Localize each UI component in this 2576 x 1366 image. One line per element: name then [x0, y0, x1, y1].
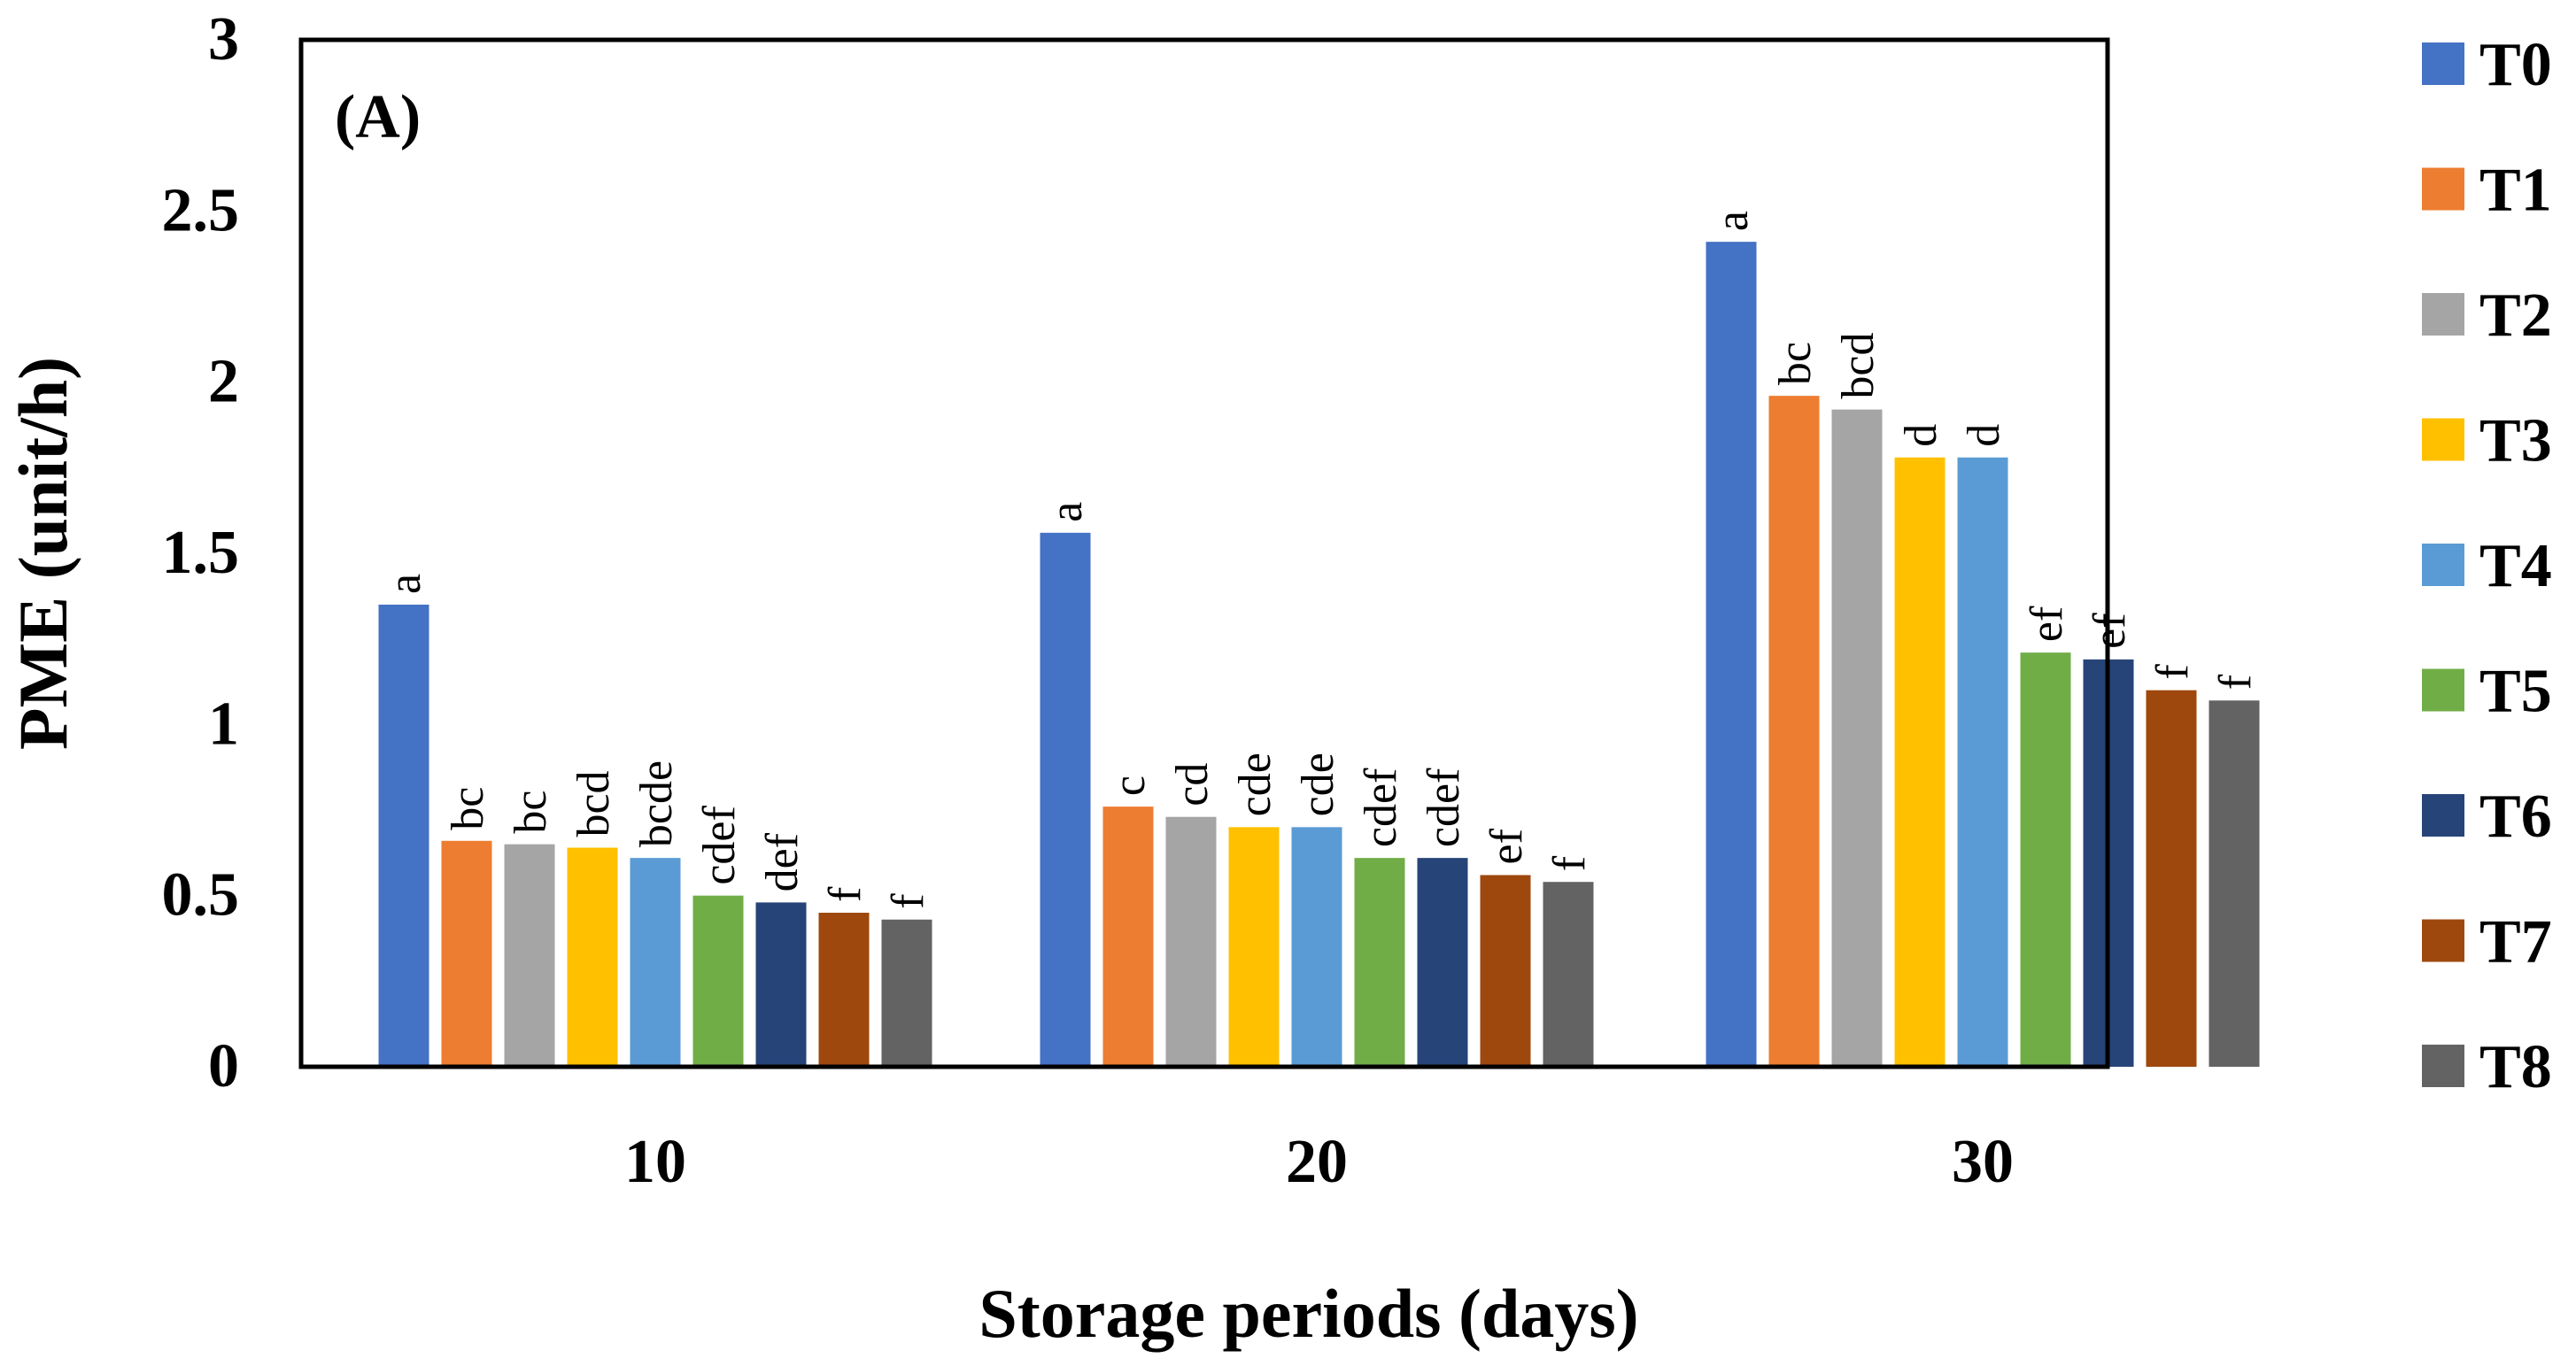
bar-t1-day30 [1768, 396, 1820, 1068]
significance-letter: f [820, 886, 870, 902]
bar-t3-day20 [1228, 827, 1280, 1067]
legend-swatch-t7 [2422, 919, 2464, 962]
significance-letter: f [883, 893, 933, 909]
legend-swatch-t4 [2422, 544, 2464, 586]
bar-t2-day30 [1831, 409, 1883, 1068]
y-tick-label: 1.5 [162, 519, 240, 587]
y-tick-label: 0.5 [162, 861, 240, 930]
bar-t7-day30 [2146, 690, 2197, 1067]
legend-label-t5: T5 [2479, 658, 2552, 726]
y-tick-label: 2.5 [162, 176, 240, 244]
significance-letter: bcde [631, 760, 682, 847]
significance-letter: def [757, 832, 808, 891]
legend: T0 T1 T2 T3 T4 T5 T6 T7 T8 [2422, 31, 2552, 1101]
legend-label-t7: T7 [2479, 908, 2552, 976]
bar-t0-day20 [1040, 532, 1091, 1067]
y-tick-label: 1 [208, 690, 239, 758]
bar-t8-day20 [1543, 882, 1594, 1067]
x-category-label: 30 [1952, 1128, 2014, 1196]
legend-swatch-t0 [2422, 42, 2464, 85]
legend-label-t6: T6 [2479, 783, 2552, 851]
legend-label-t1: T1 [2479, 157, 2552, 225]
legend-swatch-t3 [2422, 418, 2464, 461]
significance-letter: cd [1167, 763, 1218, 806]
bar-t0-day10 [378, 605, 429, 1067]
significance-letter: cde [1293, 752, 1343, 816]
bar-t4-day20 [1291, 827, 1342, 1067]
bar-t1-day10 [441, 840, 492, 1067]
significance-letter: f [2147, 664, 2198, 680]
significance-letter: cde [1230, 752, 1280, 816]
significance-letter: bc [443, 787, 493, 830]
legend-label-t0: T0 [2479, 31, 2552, 99]
bar-t8-day10 [881, 919, 932, 1067]
y-tick-label: 2 [208, 348, 239, 416]
legend-swatch-t8 [2422, 1045, 2464, 1087]
plot-frame [298, 37, 2110, 1069]
x-category-label: 10 [624, 1128, 686, 1196]
x-axis-title: Storage periods (days) [979, 1275, 1638, 1352]
significance-letter: bcd [1833, 333, 1884, 399]
significance-letter: d [1896, 424, 1946, 447]
y-axis-ticks: 0 0.5 1 1.5 2 2.5 3 [162, 5, 240, 1100]
significance-letter: bc [506, 791, 556, 834]
y-tick-label: 0 [208, 1032, 239, 1100]
legend-label-t8: T8 [2479, 1033, 2552, 1101]
significance-letter: f [2210, 674, 2261, 690]
bar-t6-day10 [755, 902, 807, 1067]
significance-letter: bc [1770, 342, 1821, 385]
significance-letter: cdef [694, 806, 745, 885]
bar-t3-day30 [1894, 457, 1946, 1067]
bar-t6-day20 [1417, 858, 1468, 1067]
legend-label-t3: T3 [2479, 407, 2552, 475]
bar-t5-day10 [692, 895, 744, 1067]
bar-t0-day30 [1706, 242, 1757, 1068]
significance-letter: d [1959, 424, 2009, 447]
legend-label-t4: T4 [2479, 532, 2552, 600]
bar-t7-day20 [1480, 875, 1531, 1067]
significance-letter: bcd [569, 770, 619, 837]
y-axis-title: PME (unit/h) [4, 357, 81, 750]
legend-swatch-t5 [2422, 668, 2464, 712]
bar-t2-day10 [504, 844, 555, 1067]
y-tick-label: 3 [208, 5, 239, 73]
significance-letter: ef [1481, 828, 1532, 864]
bar-t2-day20 [1165, 816, 1217, 1067]
significance-letter: cdef [1419, 768, 1469, 847]
bar-t5-day30 [2020, 652, 2071, 1067]
legend-label-t2: T2 [2479, 282, 2552, 350]
significance-letter: ef [2022, 606, 2072, 642]
significance-letter: a [1707, 211, 1758, 231]
legend-swatch-t6 [2422, 794, 2464, 837]
bar-t4-day10 [630, 858, 681, 1067]
significance-letter: a [380, 574, 430, 594]
bar-t4-day30 [1957, 457, 2008, 1067]
significance-letter: c [1104, 776, 1155, 796]
legend-swatch-t1 [2422, 167, 2464, 211]
bar-t8-day30 [2209, 700, 2260, 1067]
bar-t7-day10 [818, 913, 870, 1067]
bar-t5-day20 [1354, 858, 1405, 1067]
bars-layer [378, 242, 2260, 1068]
legend-swatch-t2 [2422, 293, 2464, 336]
significance-letter: f [1544, 855, 1595, 871]
x-axis-categories: 10 20 30 [624, 1128, 2014, 1196]
bar-t1-day20 [1102, 806, 1154, 1067]
significance-letter: cdef [1356, 768, 1406, 847]
significance-letter: a [1041, 502, 1092, 522]
x-category-label: 20 [1286, 1128, 1348, 1196]
panel-label: (A) [335, 83, 421, 151]
bar-t3-day10 [567, 847, 618, 1067]
